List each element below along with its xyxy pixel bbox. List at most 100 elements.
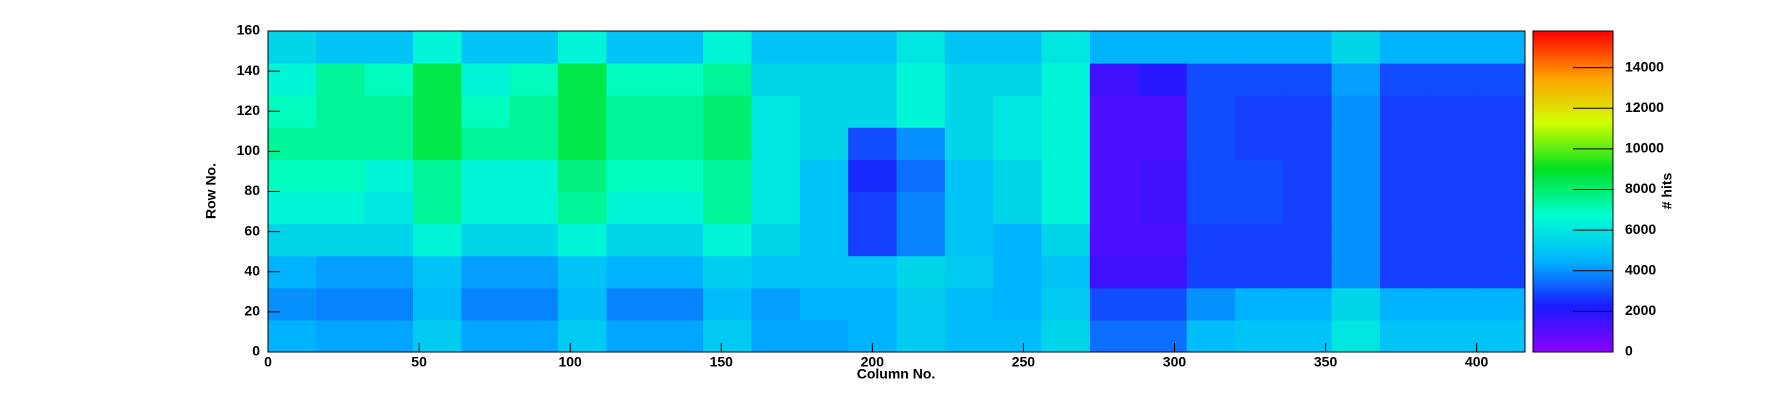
- heat-cell: [413, 191, 462, 225]
- colorbar-step: [1533, 100, 1613, 104]
- heat-cell: [1186, 127, 1236, 160]
- heat-cell: [268, 31, 317, 64]
- heat-cell: [1476, 63, 1526, 96]
- heat-cell: [1138, 319, 1188, 353]
- heat-cell: [364, 63, 414, 96]
- colorbar-step: [1533, 274, 1613, 278]
- colorbar-step: [1533, 325, 1613, 329]
- heat-cell: [799, 159, 849, 192]
- heat-cell: [1041, 31, 1091, 64]
- heat-cell: [1331, 31, 1381, 64]
- heat-cell: [606, 63, 656, 96]
- heat-cell: [848, 255, 897, 289]
- colorbar-step: [1533, 226, 1613, 230]
- heat-cell: [558, 191, 607, 225]
- colorbar-step: [1533, 154, 1613, 158]
- colorbar-step: [1533, 255, 1613, 259]
- heat-cell: [1283, 63, 1333, 96]
- colorbar-step: [1533, 290, 1613, 294]
- heat-cell: [848, 63, 897, 96]
- colorbar-step: [1533, 266, 1613, 270]
- heat-cell: [461, 63, 511, 96]
- heat-cell: [993, 31, 1043, 64]
- heat-cell: [558, 31, 607, 64]
- heat-cell: [751, 223, 801, 257]
- colorbar-step: [1533, 95, 1613, 99]
- heat-cell: [268, 191, 317, 225]
- heat-cell: [1331, 255, 1381, 289]
- heat-cell: [848, 31, 897, 64]
- colorbar-step: [1533, 236, 1613, 241]
- heat-cell: [799, 127, 849, 160]
- heat-cell: [1089, 287, 1139, 321]
- heat-cell: [1041, 63, 1091, 96]
- colorbar-tick-label: 0: [1625, 343, 1633, 359]
- heat-cell: [799, 287, 849, 321]
- heat-cell: [944, 319, 994, 353]
- x-axis-label: Column No.: [857, 366, 936, 382]
- heat-cell: [1476, 255, 1526, 289]
- heat-cell: [703, 31, 752, 64]
- colorbar-step: [1533, 218, 1613, 222]
- x-tick-label: 350: [1314, 354, 1338, 370]
- colorbar-step: [1533, 210, 1613, 214]
- heat-cell: [1186, 159, 1236, 192]
- colorbar-step: [1533, 140, 1613, 144]
- colorbar-step: [1533, 135, 1613, 139]
- heat-cell: [1283, 127, 1333, 160]
- colorbar-step: [1533, 271, 1613, 275]
- heat-cell: [364, 191, 414, 225]
- heat-cell: [316, 255, 366, 289]
- colorbar-tick-label: 2000: [1625, 302, 1656, 318]
- heat-cell: [1138, 223, 1188, 257]
- heat-cell: [1428, 255, 1478, 289]
- heat-cell: [654, 127, 704, 160]
- heat-cell: [944, 159, 994, 192]
- y-tick-label: 20: [244, 303, 260, 319]
- heat-cell: [799, 319, 849, 353]
- heat-cell: [751, 95, 801, 128]
- colorbar-step: [1533, 333, 1613, 337]
- heat-cell: [413, 31, 462, 64]
- heat-cell: [1283, 159, 1333, 192]
- colorbar-step: [1533, 349, 1613, 353]
- colorbar-step: [1533, 212, 1613, 217]
- heat-cell: [1234, 159, 1284, 192]
- heat-cell: [1476, 127, 1526, 160]
- colorbar-step: [1533, 89, 1613, 94]
- colorbar-step: [1533, 175, 1613, 179]
- heat-cell: [993, 319, 1043, 353]
- y-tick-label: 120: [237, 102, 261, 118]
- heat-cell: [1283, 191, 1333, 225]
- heat-cell: [509, 95, 559, 128]
- heat-cell: [1041, 191, 1091, 225]
- y-tick-label: 160: [237, 22, 261, 38]
- y-tick-label: 60: [244, 222, 260, 238]
- heat-cell: [896, 127, 946, 160]
- colorbar-step: [1533, 111, 1613, 115]
- heat-cell: [268, 287, 317, 321]
- heat-cell: [751, 319, 801, 353]
- colorbar-step: [1533, 31, 1613, 35]
- colorbar-step: [1533, 242, 1613, 246]
- colorbar-step: [1533, 97, 1613, 102]
- heat-cell: [461, 159, 511, 192]
- heat-cell: [1331, 127, 1381, 160]
- colorbar-step: [1533, 121, 1613, 126]
- heat-cell: [1089, 319, 1139, 353]
- x-tick-label: 150: [710, 354, 734, 370]
- colorbar-step: [1533, 84, 1613, 88]
- heat-cell: [944, 95, 994, 128]
- heat-cell: [1089, 223, 1139, 257]
- colorbar-step: [1533, 346, 1613, 350]
- heat-cell: [848, 95, 897, 128]
- heat-cell: [654, 95, 704, 128]
- colorbar-step: [1533, 223, 1613, 227]
- heat-cell: [1234, 255, 1284, 289]
- colorbar-step: [1533, 138, 1613, 142]
- heat-cell: [896, 159, 946, 192]
- colorbar-step: [1533, 119, 1613, 123]
- heat-cell: [413, 255, 462, 289]
- heat-cell: [1138, 31, 1188, 64]
- colorbar-step: [1533, 338, 1613, 342]
